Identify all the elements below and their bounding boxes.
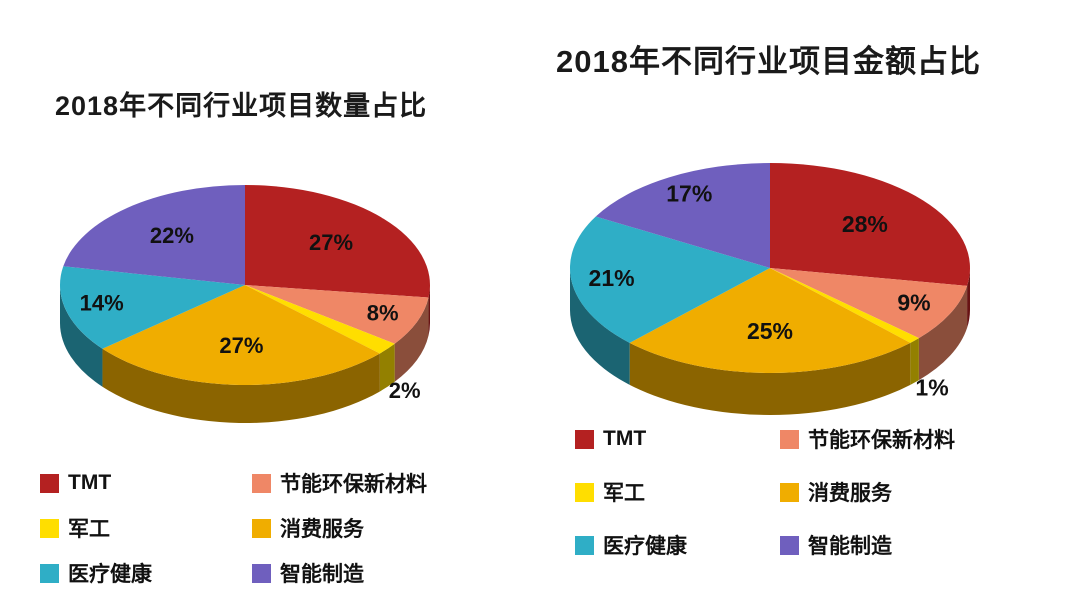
pie-slice-side [60,285,103,387]
legend-swatch-icon [40,563,59,583]
pie-slice-label: 27% [219,333,263,358]
pie-slice-side [102,348,380,424]
pie-slice-label: 14% [80,291,124,316]
pie-slice-TMT [770,163,970,286]
legend-label: 节能环保新材料 [280,473,427,496]
pie-slice-消费服务 [629,268,911,373]
legend-label: 消费服务 [808,482,892,505]
pie-slice-label: 28% [842,211,888,237]
pie-slice-label: 2% [389,378,421,403]
pie-slice-label: 21% [589,265,635,291]
legend-label: 医疗健康 [603,535,687,558]
legend-item: TMT [575,424,780,454]
pie-slice-side [570,268,630,385]
pie-slice-side [910,338,919,385]
pie-slice-side [379,343,395,392]
legend-swatch-icon [575,429,594,449]
right-chart-title: 2018年不同行业项目金额占比 [556,44,981,79]
legend-swatch-icon [40,518,59,538]
legend-label: 军工 [68,518,110,541]
legend-label: 军工 [603,482,645,505]
legend-item: 智能制造 [252,558,427,588]
legend-label: 智能制造 [808,535,892,558]
legend-item: TMT [40,468,252,498]
pie-slice-TMT [245,185,430,298]
pie-slice-军工 [245,285,395,354]
legend-item: 节能环保新材料 [252,468,427,498]
legend-swatch-icon [252,518,271,538]
legend-item: 智能制造 [780,530,955,560]
pie-slice-label: 25% [747,318,793,344]
legend-swatch-icon [252,563,271,583]
legend-item: 医疗健康 [40,558,252,588]
legend-item: 军工 [575,477,780,507]
legend-swatch-icon [780,535,799,555]
right-chart-legend: TMT 节能环保新材料军工 消费服务医疗健康 智能制造 [575,424,955,560]
legend-item: 消费服务 [780,477,955,507]
pie-slice-智能制造 [595,163,770,268]
pie-slice-label: 17% [666,181,712,207]
pie-slice-智能制造 [63,185,246,285]
legend-item: 消费服务 [252,513,427,543]
legend-swatch-icon [780,429,799,449]
pie-slice-医疗健康 [569,216,770,343]
legend-label: TMT [68,471,112,494]
legend-label: TMT [603,427,647,450]
legend-item: 节能环保新材料 [780,424,955,454]
pie-slice-side [394,297,429,382]
legend-swatch-icon [780,482,799,502]
pie-slice-side [629,342,911,415]
legend-swatch-icon [575,535,594,555]
legend-swatch-icon [575,482,594,502]
legend-label: 智能制造 [280,563,364,586]
left-chart-legend: TMT 节能环保新材料军工 消费服务医疗健康 智能制造 [40,468,427,588]
pie-slice-label: 27% [309,230,353,255]
legend-swatch-icon [252,473,271,493]
pie-slice-side [918,285,968,381]
pie-slice-label: 1% [915,374,948,400]
legend-label: 医疗健康 [68,563,152,586]
pie-slice-side [428,285,430,336]
pie-slice-side [967,268,970,328]
legend-item: 军工 [40,513,252,543]
legend-swatch-icon [40,473,59,493]
pie-slice-医疗健康 [60,266,245,349]
pie-slice-节能环保新材料 [245,285,429,344]
pie-slice-label: 8% [367,300,399,325]
pie-slice-label: 9% [897,290,930,316]
legend-item: 医疗健康 [575,530,780,560]
pie-slice-label: 22% [150,223,194,248]
legend-label: 节能环保新材料 [808,429,955,452]
left-chart-title: 2018年不同行业项目数量占比 [55,91,428,121]
pie-slice-消费服务 [102,285,380,386]
pie-slice-军工 [770,268,919,343]
legend-label: 消费服务 [280,518,364,541]
pie-slice-节能环保新材料 [770,268,968,339]
